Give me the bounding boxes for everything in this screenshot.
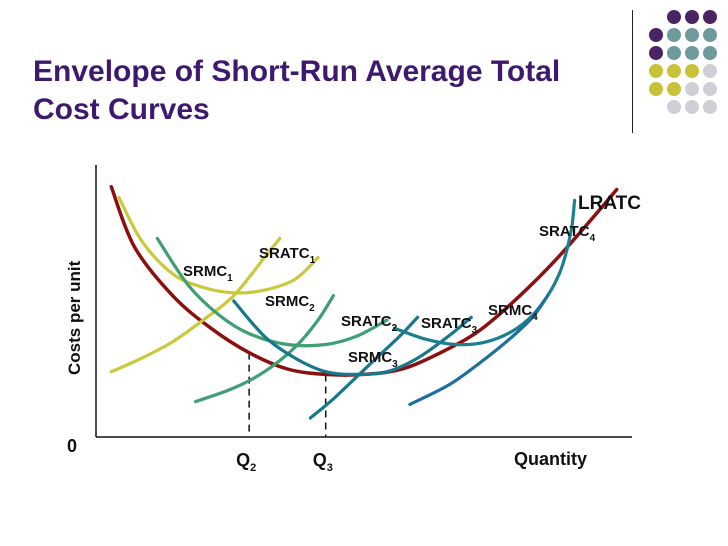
page-title: Envelope of Short-Run Average Total Cost… [33,53,673,129]
curve-srmc1 [109,236,282,374]
quantity-marker-label-1: Q2 [236,450,256,474]
label-srmc2: SRMC2 [265,293,315,314]
curve-sratc4 [393,198,577,347]
label-sratc4: SRATC4 [539,223,596,244]
title-divider [632,10,633,133]
label-sratc1: SRATC1 [259,245,316,266]
label-srmc1: SRMC1 [183,263,233,284]
curve-sratc1 [117,196,320,295]
y-axis-label: Costs per unit [65,260,84,375]
label-sratc2: SRATC2 [341,313,398,334]
curve-srmc4 [408,294,550,406]
origin-label: 0 [67,436,77,456]
label-srmc4: SRMC4 [488,302,538,323]
label-srmc3: SRMC3 [348,349,398,370]
title-line-2: Cost Curves [33,93,210,126]
x-axis-label: Quantity [514,449,587,469]
title-line-1: Envelope of Short-Run Average Total [33,55,561,88]
label-lratc: LRATC [578,193,641,214]
quantity-marker-label-2: Q3 [313,450,333,474]
curve-srmc2 [193,294,335,404]
label-sratc3: SRATC3 [421,315,478,336]
